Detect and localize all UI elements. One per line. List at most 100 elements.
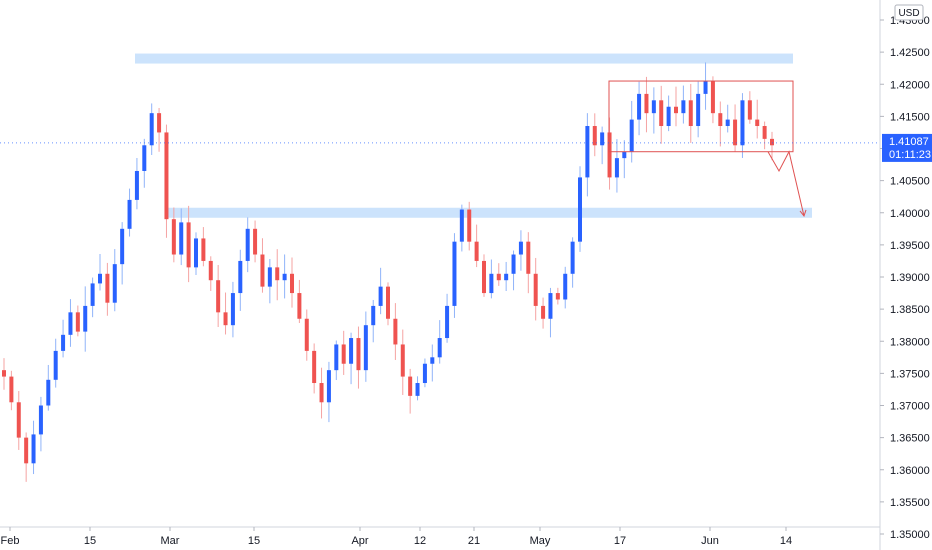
candle-body — [186, 222, 191, 268]
candle-body — [408, 376, 413, 396]
candle-body — [112, 264, 117, 303]
price-tick-label: 1.35000 — [890, 529, 930, 541]
candle-body — [31, 434, 36, 464]
support-zone[interactable] — [168, 207, 812, 218]
candle-body — [38, 405, 43, 435]
candle-body — [430, 357, 435, 364]
price-tick-label: 1.36000 — [890, 465, 930, 477]
candle-body — [681, 100, 686, 114]
candle-body — [496, 273, 501, 281]
candle-body — [452, 241, 457, 306]
time-axis[interactable]: Feb 15 Mar 15 Apr 12 21 May 17 Jun 14 — [1, 527, 793, 547]
candle-body — [75, 312, 80, 332]
candle-body — [68, 312, 73, 335]
candle-body — [459, 209, 464, 242]
candle-body — [149, 113, 154, 146]
candle-body — [245, 228, 250, 261]
time-tick-label: Apr — [351, 535, 368, 547]
candle-body — [282, 273, 287, 281]
candle-body — [134, 170, 139, 200]
candle-body — [659, 100, 664, 127]
candle-body — [290, 273, 294, 294]
candle-body — [437, 338, 442, 358]
candle-body — [386, 286, 390, 319]
candle-body — [740, 100, 745, 146]
price-tick-label: 1.36500 — [890, 433, 930, 445]
candle-body — [570, 241, 575, 274]
zones-layer — [135, 53, 812, 218]
candle-body — [578, 177, 582, 242]
currency-label: USD — [898, 8, 919, 19]
price-tick-label: 1.37000 — [890, 401, 930, 413]
candle-body — [304, 318, 309, 351]
candle-body — [61, 334, 66, 351]
candle-body — [326, 370, 331, 403]
candle-body — [614, 158, 619, 178]
candle-body — [349, 338, 354, 364]
candle-body — [164, 132, 169, 220]
candle-body — [474, 241, 479, 261]
candle-body — [526, 241, 531, 274]
price-tick-label: 1.41500 — [890, 111, 930, 123]
candle-body — [24, 437, 29, 464]
candle-body — [489, 273, 494, 294]
candle-body — [555, 293, 560, 300]
time-tick-label: 14 — [780, 535, 792, 547]
candle-body — [541, 305, 546, 319]
candle-body — [16, 402, 21, 438]
candle-body — [718, 113, 723, 127]
candle-body — [98, 273, 102, 284]
candle-body — [238, 260, 243, 294]
candle-body — [319, 383, 324, 403]
candle-body — [297, 293, 302, 319]
consolidation-box[interactable] — [608, 80, 794, 153]
time-tick-label: Jun — [701, 535, 719, 547]
candle-body — [688, 100, 693, 127]
price-tick-label: 1.38500 — [890, 304, 930, 316]
candle-body — [422, 363, 427, 384]
candle-body — [762, 126, 767, 139]
time-tick-label: 12 — [414, 535, 426, 547]
projection-path[interactable] — [767, 150, 805, 217]
candle-body — [2, 370, 6, 377]
candle-body — [253, 228, 258, 255]
candle-body — [666, 106, 671, 127]
candle-body — [644, 93, 649, 114]
candle-body — [755, 119, 760, 127]
currency-badge[interactable] — [894, 4, 924, 21]
price-tick-label: 1.40500 — [890, 176, 930, 188]
candle-body — [710, 81, 715, 114]
candle-body — [607, 132, 612, 178]
resistance-zone[interactable] — [135, 53, 793, 64]
candle-body — [592, 126, 597, 146]
arrow-head-icon — [799, 209, 807, 217]
price-tick-label: 1.39500 — [890, 240, 930, 252]
candle-body — [127, 199, 132, 229]
candle-body — [415, 383, 420, 396]
candle-body — [230, 293, 235, 326]
candle-body — [142, 145, 147, 171]
price-tick-label: 1.40000 — [890, 208, 930, 220]
candle-body — [400, 344, 405, 377]
candle-body — [105, 273, 110, 303]
price-tick-label: 1.37500 — [890, 368, 930, 380]
candle-body — [371, 305, 376, 326]
candle-body — [600, 132, 605, 146]
candle-body — [747, 100, 752, 120]
candle-body — [393, 318, 398, 345]
candle-body — [696, 93, 701, 127]
time-tick-label: May — [530, 535, 551, 547]
price-axis[interactable]: 1.430001.425001.420001.415001.410001.405… — [880, 15, 930, 541]
candle-body — [548, 293, 553, 319]
candles-layer — [2, 62, 774, 482]
bar-countdown: 01:11:23 — [889, 149, 931, 161]
candle-body — [275, 267, 280, 281]
candle-body — [216, 280, 221, 313]
candle-body — [518, 241, 523, 255]
candle-body — [53, 350, 58, 380]
price-label-box — [882, 133, 932, 162]
candle-body — [83, 305, 88, 332]
candle-body — [208, 260, 213, 281]
